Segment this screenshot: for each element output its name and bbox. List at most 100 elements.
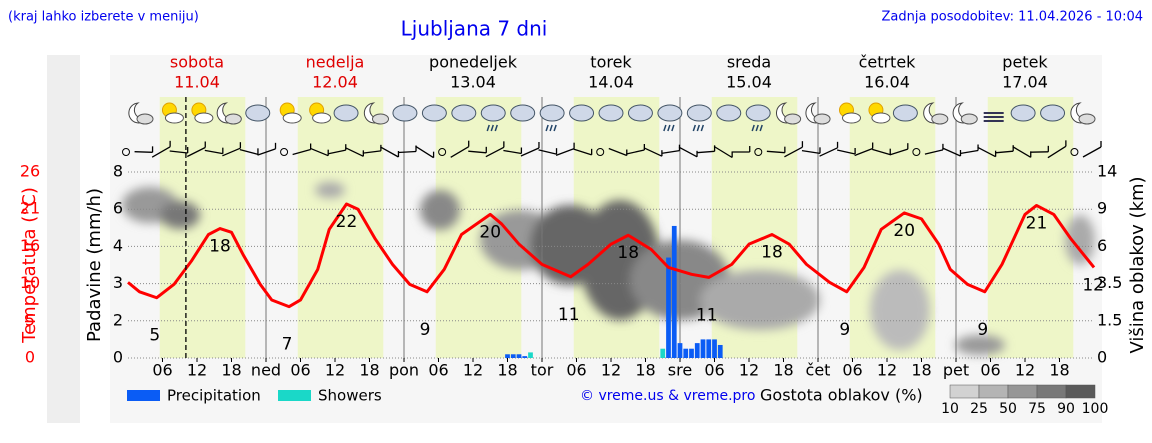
calm-icon bbox=[1070, 148, 1079, 156]
precip-bar bbox=[671, 225, 677, 358]
cloud-tick-label: 3.5 bbox=[1097, 273, 1122, 292]
precip-bar bbox=[522, 356, 528, 358]
day-name: sobota bbox=[170, 53, 224, 72]
rain-icon bbox=[667, 124, 671, 132]
calm-icon bbox=[122, 148, 130, 156]
wind-barb bbox=[186, 146, 206, 158]
density-tick-label: 75 bbox=[1028, 401, 1046, 417]
cloud-icon bbox=[892, 104, 918, 122]
density-tick-label: 10 bbox=[941, 401, 959, 417]
wind-barb bbox=[397, 150, 417, 154]
cloud-icon bbox=[960, 113, 978, 125]
day-name: nedelja bbox=[306, 53, 365, 72]
cloud-icon bbox=[372, 113, 389, 125]
cloud-icon bbox=[392, 104, 418, 122]
calm-icon bbox=[596, 148, 605, 156]
calm-icon bbox=[754, 148, 763, 156]
daylight-band bbox=[987, 97, 1074, 358]
temp-tick-label: 10 bbox=[20, 273, 40, 292]
wind-barb bbox=[573, 148, 592, 156]
cloud-icon bbox=[871, 112, 891, 124]
x-tick-label: 18 bbox=[911, 361, 931, 380]
wind-barb bbox=[959, 149, 979, 155]
left-panel bbox=[47, 55, 80, 423]
day-name: torek bbox=[590, 53, 632, 72]
precip-bar bbox=[700, 339, 706, 358]
wind-barb bbox=[327, 149, 346, 155]
precip-tick-label: 3 bbox=[113, 273, 123, 292]
temp-label: 20 bbox=[893, 221, 915, 241]
cloud-icon bbox=[539, 104, 565, 122]
wind-barb bbox=[134, 151, 153, 153]
cloud-texture bbox=[122, 182, 1095, 355]
temp-label: 9 bbox=[977, 320, 988, 340]
wind-barb bbox=[1047, 145, 1067, 159]
temperature-line bbox=[127, 202, 1096, 309]
rain-icon bbox=[490, 124, 494, 132]
wind-barb bbox=[836, 149, 856, 155]
cloud-axis-title: Višina oblakov (km) bbox=[1127, 176, 1148, 353]
wind-barb bbox=[1012, 146, 1032, 158]
legend-swatch bbox=[278, 390, 311, 401]
temp-tick-label: 0 bbox=[25, 348, 35, 367]
wind-barb bbox=[257, 148, 276, 156]
x-tick-label: tor bbox=[531, 361, 554, 380]
x-tick-label: 06 bbox=[842, 361, 862, 380]
wind-barb bbox=[309, 147, 329, 157]
temp-label: 18 bbox=[617, 243, 639, 263]
density-tick-label: 90 bbox=[1057, 401, 1075, 417]
x-tick-label: sre bbox=[668, 361, 692, 380]
cloud-icon bbox=[451, 104, 477, 122]
updated: Zadnja posodobitev: 11.04.2026 - 10:04 bbox=[881, 10, 1143, 25]
precip-bar bbox=[677, 343, 683, 358]
temp-label: 18 bbox=[209, 237, 231, 257]
wind-barb bbox=[555, 148, 575, 156]
density-swatch bbox=[949, 384, 980, 399]
density-swatch bbox=[1007, 384, 1038, 399]
cloud-icon bbox=[282, 112, 302, 124]
temp-tick-label: 5 bbox=[25, 310, 35, 329]
wind-barb bbox=[942, 147, 961, 157]
wind-barb bbox=[292, 148, 311, 156]
wind-barb bbox=[608, 147, 628, 157]
x-tick-label: 12 bbox=[877, 361, 897, 380]
wind-barb bbox=[643, 147, 663, 157]
density-tick-label: 25 bbox=[970, 401, 988, 417]
calm-icon bbox=[280, 148, 289, 156]
wind-barb bbox=[696, 150, 715, 154]
wind-barb bbox=[415, 145, 434, 159]
precip-tick-label: 8 bbox=[113, 162, 123, 181]
precip-bar bbox=[717, 344, 723, 358]
x-tick-label: 18 bbox=[635, 361, 655, 380]
x-tick-label: 12 bbox=[1015, 361, 1035, 380]
cloud-tick-label: 0 bbox=[1097, 348, 1107, 367]
wind-barb bbox=[626, 149, 645, 155]
precip-tick-label: 6 bbox=[113, 199, 123, 218]
x-tick-label: pon bbox=[389, 361, 419, 380]
title: Ljubljana 7 dni bbox=[401, 17, 548, 41]
day-date: 12.04 bbox=[312, 73, 358, 92]
density-label: Gostota oblakov (%) bbox=[760, 386, 923, 405]
wind-barb bbox=[819, 147, 838, 157]
cloud-icon bbox=[312, 112, 332, 124]
day-date: 13.04 bbox=[450, 73, 496, 92]
cloud-icon bbox=[245, 104, 271, 122]
wind-barb bbox=[854, 147, 873, 157]
cloud-icon bbox=[1040, 104, 1066, 122]
wind-barb bbox=[924, 149, 944, 155]
x-tick-label: 12 bbox=[325, 361, 345, 380]
legend-label: Showers bbox=[318, 387, 382, 405]
wind-barb bbox=[345, 147, 364, 157]
x-tick-label: 12 bbox=[463, 361, 483, 380]
precip-bar bbox=[683, 348, 689, 358]
x-tick-label: čet bbox=[806, 361, 831, 380]
x-tick-label: 06 bbox=[980, 361, 1000, 380]
temp-tick-label: 16 bbox=[20, 236, 40, 255]
wind-barb bbox=[995, 150, 1014, 154]
rain-icon bbox=[759, 124, 763, 132]
wind-barb bbox=[678, 146, 698, 158]
wind-barb bbox=[151, 146, 171, 158]
rain-icon bbox=[663, 124, 667, 132]
rain-icon bbox=[751, 124, 755, 132]
